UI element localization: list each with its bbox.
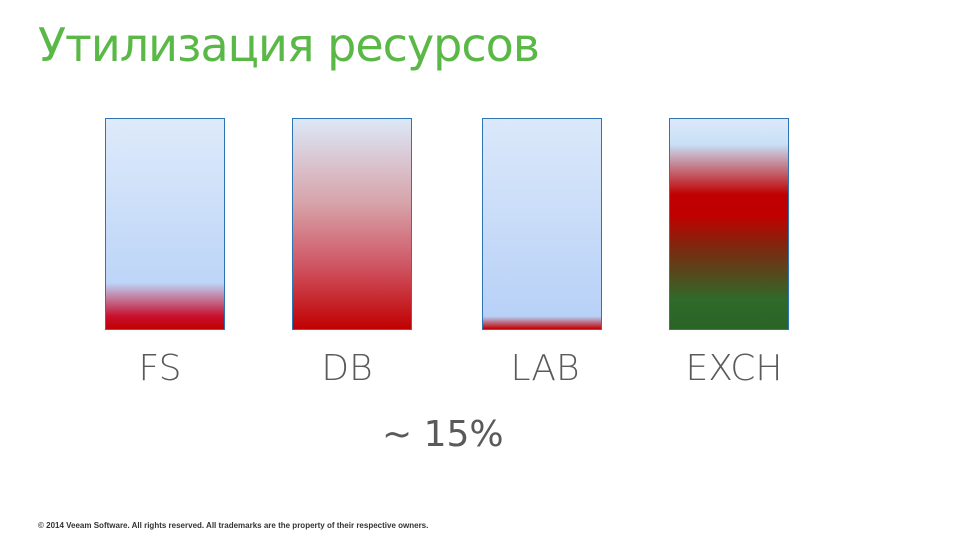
slide-title: Утилизация ресурсов xyxy=(38,18,540,72)
bar-lab xyxy=(482,118,602,330)
bar-label-fs: FS xyxy=(138,348,182,389)
utilization-note: ~ 15% xyxy=(382,414,504,455)
bar-exch xyxy=(669,118,789,330)
bar-label-exch: EXCH xyxy=(685,348,783,389)
bar-fs xyxy=(105,118,225,330)
bar-db xyxy=(292,118,412,330)
bar-label-lab: LAB xyxy=(510,348,580,389)
bar-label-db: DB xyxy=(321,348,373,389)
copyright-footer: © 2014 Veeam Software. All rights reserv… xyxy=(38,521,429,530)
